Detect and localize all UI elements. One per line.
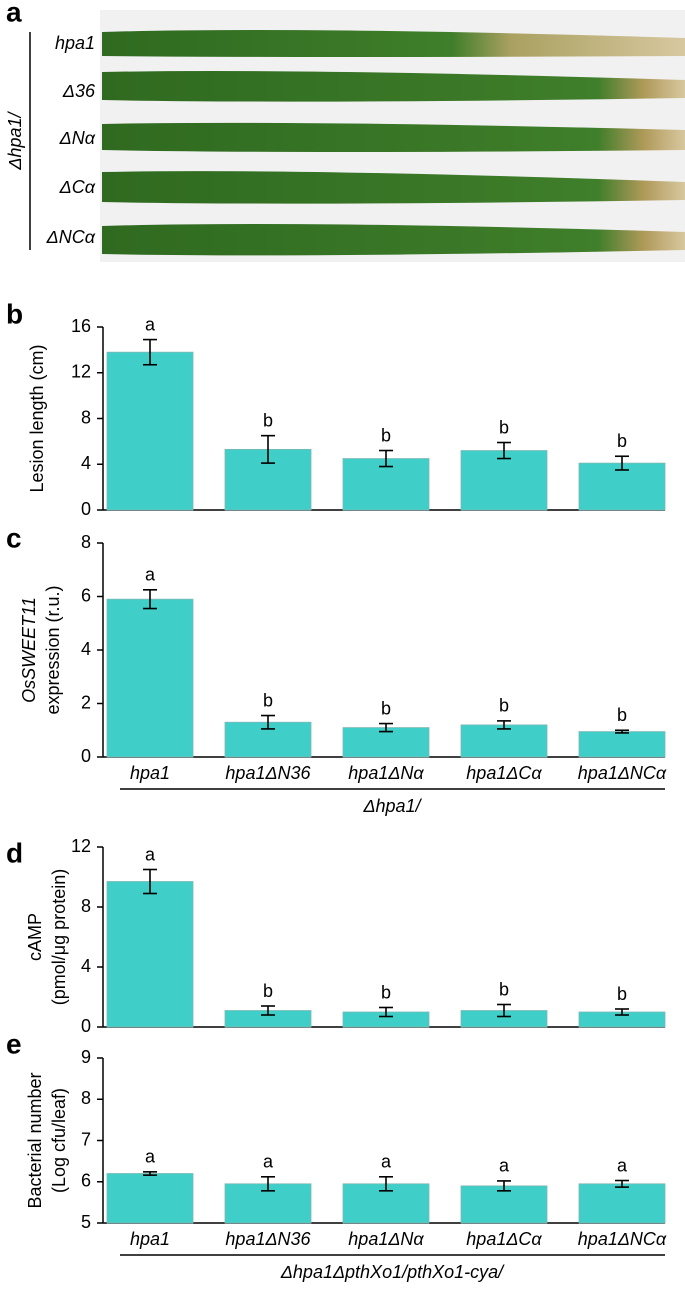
y-tick-label: 2	[81, 692, 91, 712]
y-tick-label: 6	[81, 1171, 91, 1191]
group-label: Δhpa1/	[5, 110, 25, 170]
significance-letter: b	[381, 425, 391, 445]
y-axis-label: Lesion length (cm)	[27, 344, 47, 492]
significance-letter: b	[263, 981, 273, 1001]
bar	[106, 881, 194, 1028]
y-tick-label: 7	[81, 1129, 91, 1149]
y-tick-label: 8	[81, 532, 91, 552]
bar	[578, 731, 666, 758]
x-tick-label: hpa1ΔNCα	[578, 763, 667, 783]
y-tick-label: 0	[81, 746, 91, 766]
significance-letter: b	[381, 982, 391, 1002]
y-tick-label: 8	[81, 896, 91, 916]
bar	[578, 1183, 666, 1224]
x-tick-label: hpa1ΔNα	[348, 1229, 424, 1249]
significance-letter: b	[617, 705, 627, 725]
x-tick-label: hpa1	[130, 763, 170, 783]
leaf-label: hpa1	[55, 33, 95, 53]
group-label: Δhpa1/	[362, 796, 422, 816]
panel-letter: c	[6, 522, 22, 553]
leaf-label: ΔCα	[59, 177, 96, 197]
x-tick-label: hpa1ΔN36	[225, 1229, 311, 1249]
y-axis-label: (pmol/μg protein)	[49, 869, 69, 1005]
leaf	[102, 30, 685, 57]
significance-letter: a	[145, 565, 156, 585]
significance-letter: a	[499, 1156, 510, 1176]
y-axis-label: expression (r.u.)	[43, 585, 63, 714]
y-tick-label: 0	[81, 499, 91, 519]
bar	[460, 724, 548, 758]
leaf	[102, 122, 685, 152]
leaf	[102, 71, 685, 102]
y-tick-label: 4	[81, 453, 91, 473]
bar	[578, 462, 666, 511]
leaf	[102, 224, 685, 256]
x-tick-label: hpa1ΔNCα	[578, 1229, 667, 1249]
significance-letter: b	[617, 431, 627, 451]
x-tick-label: hpa1ΔNα	[348, 763, 424, 783]
y-tick-label: 6	[81, 585, 91, 605]
leaf	[102, 171, 685, 204]
x-tick-label: hpa1ΔN36	[225, 763, 311, 783]
y-tick-label: 4	[81, 639, 91, 659]
significance-letter: b	[381, 698, 391, 718]
significance-letter: a	[617, 1155, 628, 1175]
y-tick-label: 12	[71, 362, 91, 382]
bar	[106, 351, 194, 511]
leaf-label: ΔNCα	[46, 227, 96, 247]
y-tick-label: 5	[81, 1212, 91, 1232]
y-axis-label: OsSWEET11	[19, 597, 39, 703]
significance-letter: a	[145, 844, 156, 864]
significance-letter: a	[263, 1152, 274, 1172]
significance-letter: b	[499, 417, 509, 437]
significance-letter: a	[145, 314, 156, 334]
bar	[106, 598, 194, 758]
bar	[342, 727, 430, 758]
y-tick-label: 0	[81, 1016, 91, 1036]
bar	[460, 450, 548, 511]
significance-letter: b	[499, 979, 509, 999]
panel-letter: d	[6, 837, 23, 868]
y-tick-label: 12	[71, 836, 91, 856]
y-tick-label: 16	[71, 316, 91, 336]
significance-letter: b	[263, 410, 273, 430]
panel-letter: e	[6, 1028, 22, 1059]
panel-letter: b	[6, 298, 23, 329]
x-tick-label: hpa1ΔCα	[466, 1229, 542, 1249]
significance-letter: a	[145, 1147, 156, 1167]
y-axis-label: cAMP	[25, 913, 45, 961]
y-tick-label: 8	[81, 407, 91, 427]
significance-letter: b	[263, 690, 273, 710]
y-axis-label: Bacterial number	[25, 1072, 45, 1208]
y-axis-label: (Log cfu/leaf)	[49, 1088, 69, 1193]
y-tick-label: 8	[81, 1088, 91, 1108]
significance-letter: b	[499, 696, 509, 716]
leaf-label: Δ36	[62, 81, 96, 101]
x-tick-label: hpa1ΔCα	[466, 763, 542, 783]
panel-letter: a	[6, 0, 22, 27]
significance-letter: a	[381, 1152, 392, 1172]
y-tick-label: 9	[81, 1047, 91, 1067]
significance-letter: b	[617, 984, 627, 1004]
group-label: Δhpa1ΔpthXo1/pthXo1-cya/	[280, 1262, 505, 1282]
x-tick-label: hpa1	[130, 1229, 170, 1249]
bar	[106, 1173, 194, 1224]
y-tick-label: 4	[81, 956, 91, 976]
leaf-label: ΔNα	[59, 128, 96, 148]
